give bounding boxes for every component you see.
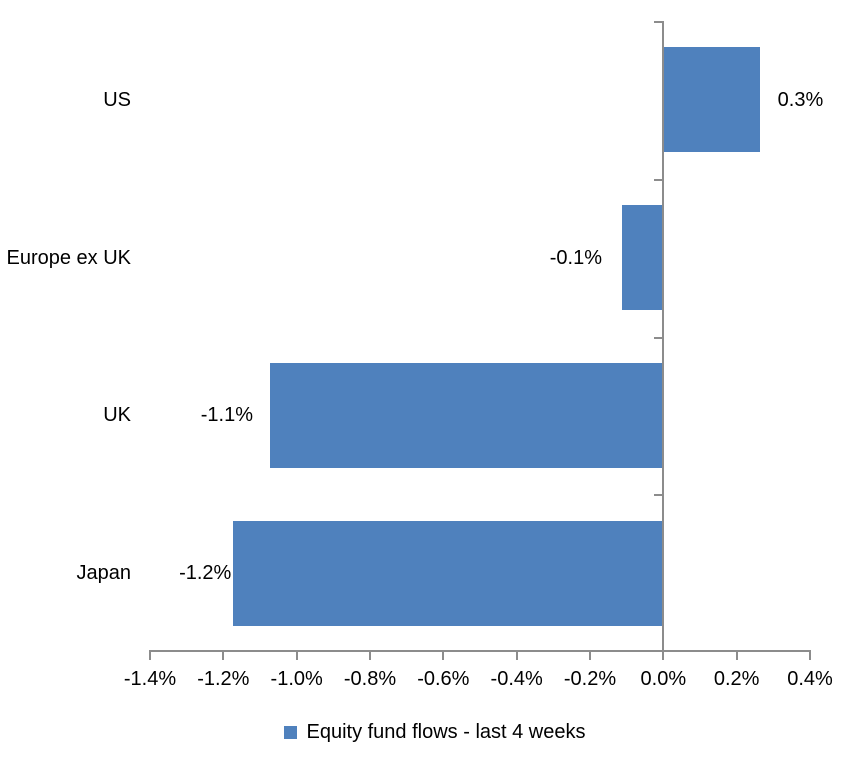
value-axis-tick xyxy=(654,178,663,181)
x-tick-label: -1.4% xyxy=(123,668,177,690)
value-axis-tick xyxy=(654,494,663,497)
x-axis-tick xyxy=(369,650,371,660)
legend: Equity fund flows - last 4 weeks xyxy=(9,719,852,745)
value-axis-tick xyxy=(654,21,663,23)
x-axis-tick xyxy=(295,650,298,660)
x-axis-tick xyxy=(809,650,811,660)
category-label: US xyxy=(103,88,131,111)
value-axis-line xyxy=(662,21,665,660)
x-tick-label: -1.2% xyxy=(197,668,250,690)
data-label: -1.1% xyxy=(200,404,253,427)
value-axis-tick xyxy=(654,336,663,339)
data-label: -1.2% xyxy=(179,562,232,585)
category-axis-line xyxy=(150,650,810,652)
x-tick-label: -0.6% xyxy=(417,668,470,690)
bar-japan xyxy=(233,520,663,626)
x-tick-label: 0.2% xyxy=(713,668,760,690)
x-tick-label: -0.8% xyxy=(343,668,397,690)
legend-swatch-icon xyxy=(284,725,298,739)
category-label: UK xyxy=(103,404,131,427)
x-axis-tick xyxy=(735,650,738,660)
x-tick-label: -0.2% xyxy=(563,668,617,690)
data-label: 0.3% xyxy=(777,88,824,111)
legend-label: Equity fund flows - last 4 weeks xyxy=(306,721,586,743)
x-axis-tick xyxy=(149,650,151,660)
bar-us xyxy=(664,47,760,153)
x-axis-tick xyxy=(515,650,518,660)
bar-uk xyxy=(270,362,663,468)
x-axis-tick xyxy=(442,650,445,660)
bar-europe-ex-uk xyxy=(622,205,663,311)
x-tick-label: 0.0% xyxy=(640,668,687,690)
x-axis-tick xyxy=(222,650,225,660)
x-tick-label: 0.4% xyxy=(787,668,833,690)
x-axis-tick xyxy=(589,650,591,660)
x-tick-label: -1.0% xyxy=(270,668,323,690)
x-tick-label: -0.4% xyxy=(490,668,543,690)
data-label: -0.1% xyxy=(549,246,602,269)
x-axis-tick xyxy=(662,650,665,660)
category-label: Europe ex UK xyxy=(6,246,131,269)
category-label: Japan xyxy=(76,562,132,585)
